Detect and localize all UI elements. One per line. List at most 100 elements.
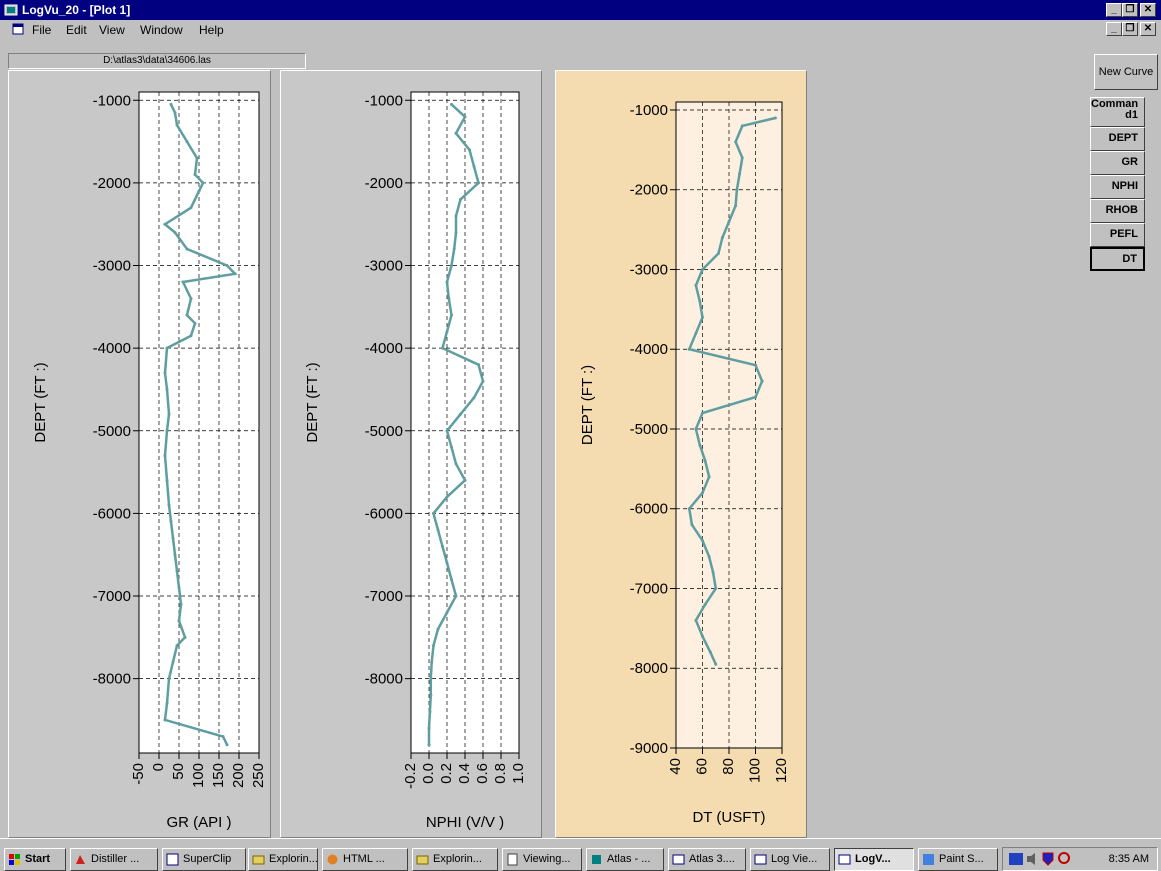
mdi-minimize-button[interactable]: _ xyxy=(1106,22,1122,36)
curve-button-dt[interactable]: DT xyxy=(1090,247,1145,271)
curve-point xyxy=(720,236,724,240)
curve-point xyxy=(445,561,449,565)
menu-help[interactable]: Help xyxy=(199,23,224,37)
task-label: Viewing... xyxy=(523,853,571,865)
tray-icons[interactable] xyxy=(1009,852,1081,866)
curve-point xyxy=(201,181,205,185)
y-tick-label: -3000 xyxy=(93,258,131,275)
title-bar[interactable]: LogVu_20 - [Plot 1] _ ❐ ✕ xyxy=(0,0,1161,20)
dt-chart: 40 60 80 100 120 -1000 -2000 -3000 -4000 -5000 -60… xyxy=(579,101,790,826)
minimize-button[interactable]: _ xyxy=(1106,3,1122,17)
volume-icon xyxy=(1027,853,1035,865)
document-icon xyxy=(507,853,518,866)
curve-point xyxy=(734,204,738,208)
curve-point xyxy=(189,206,193,210)
maximize-button[interactable]: ❐ xyxy=(1122,3,1138,17)
curve-point xyxy=(179,602,183,606)
task-atlas-1[interactable]: Atlas - ... xyxy=(586,848,664,871)
task-exploring-2[interactable]: Explorin... xyxy=(412,848,498,871)
curve-point xyxy=(694,331,698,335)
x-tick-label: 100 xyxy=(190,763,207,788)
curve-point xyxy=(445,330,449,334)
curve-point xyxy=(711,571,715,575)
window-icon xyxy=(754,854,767,865)
x-tick-label: 250 xyxy=(250,763,267,788)
menu-window[interactable]: Window xyxy=(140,23,183,37)
curve-point xyxy=(716,252,720,256)
x-tick-label: -0.2 xyxy=(402,763,419,789)
menu-view[interactable]: View xyxy=(99,23,125,37)
command1-button[interactable]: Comman d1 xyxy=(1090,97,1145,127)
menu-edit[interactable]: Edit xyxy=(66,23,87,37)
x-tick-label: 120 xyxy=(773,758,790,783)
curve-button-gr[interactable]: GR xyxy=(1090,151,1145,175)
menu-file[interactable]: File xyxy=(32,23,52,37)
curve-point xyxy=(165,429,169,433)
start-button[interactable]: Start xyxy=(4,848,66,871)
start-label: Start xyxy=(25,853,51,865)
curve-gr xyxy=(162,103,238,746)
task-label: Distiller ... xyxy=(91,853,140,865)
task-atlas-2[interactable]: Atlas 3.... xyxy=(668,848,746,871)
x-tick-label: 150 xyxy=(210,763,227,788)
mdi-restore-button[interactable]: ❐ xyxy=(1122,22,1138,36)
new-curve-button[interactable]: New Curve xyxy=(1094,54,1158,90)
curve-point xyxy=(773,116,777,120)
curve-button-rhob[interactable]: RHOB xyxy=(1090,199,1145,223)
y-tick-label: -6000 xyxy=(365,505,403,522)
close-button[interactable]: ✕ xyxy=(1140,3,1156,17)
curve-point xyxy=(169,102,173,106)
task-log-viewer[interactable]: Log Vie... xyxy=(750,848,830,871)
curve-point xyxy=(429,677,433,681)
curve-point xyxy=(436,528,440,532)
y-tick-label: -8000 xyxy=(93,671,131,688)
curve-button-nphi[interactable]: NPHI xyxy=(1090,175,1145,199)
x-tick-label: 0.4 xyxy=(456,763,473,784)
y-tick-label: -8000 xyxy=(365,671,403,688)
y-tick-label: -3000 xyxy=(365,258,403,275)
curve-point xyxy=(436,627,440,631)
curve-point xyxy=(707,555,711,559)
curve-point xyxy=(163,371,167,375)
curve-point xyxy=(477,181,480,185)
y-tick-label: -4000 xyxy=(93,340,131,357)
curve-button-pefl[interactable]: PEFL xyxy=(1090,223,1145,247)
y-tick-label: -4000 xyxy=(630,341,668,358)
track-panel-gr[interactable]: -50 0 50 100 150 200 250 -1000 -2000 -3000 -4000 -5… xyxy=(8,70,271,838)
system-tray: 8:35 AM xyxy=(1002,847,1158,871)
curve-point xyxy=(454,462,458,466)
app-icon xyxy=(4,4,18,16)
curve-point xyxy=(233,272,237,276)
curve-point xyxy=(463,115,467,119)
curve-point xyxy=(175,644,179,648)
curve-point xyxy=(714,662,718,666)
track-panel-dt[interactable]: 40 60 80 100 120 -1000 -2000 -3000 -4000 -5000 -60… xyxy=(555,70,807,838)
curve-point xyxy=(698,443,702,447)
curve-point xyxy=(189,334,193,338)
taskbar: Start Distiller ... SuperClip Explorin..… xyxy=(0,838,1161,871)
curve-point xyxy=(185,140,189,144)
task-viewing[interactable]: Viewing... xyxy=(502,848,582,871)
task-superclip[interactable]: SuperClip xyxy=(162,848,246,871)
task-label: Atlas - ... xyxy=(607,853,651,865)
task-paint-shop[interactable]: Paint S... xyxy=(918,848,998,871)
curve-point xyxy=(175,123,179,127)
shield-icon xyxy=(1042,852,1054,866)
x-tick-label: -50 xyxy=(130,763,147,785)
curve-point xyxy=(452,247,456,251)
curve-point xyxy=(687,507,691,511)
curve-point xyxy=(698,299,702,303)
track-panel-nphi[interactable]: -0.2 0.0 0.2 0.4 0.6 0.8 1.0 -1000 -2000 -3000 -40… xyxy=(280,70,542,838)
curve-button-dept[interactable]: DEPT xyxy=(1090,127,1145,151)
task-distiller[interactable]: Distiller ... xyxy=(70,848,158,871)
curve-point xyxy=(701,411,704,415)
mdi-close-button[interactable]: ✕ xyxy=(1140,22,1156,36)
document-icon[interactable] xyxy=(12,23,24,35)
task-html[interactable]: HTML ... xyxy=(322,848,408,871)
curve-point xyxy=(195,156,199,160)
curve-point xyxy=(441,544,444,548)
y-tick-label: -5000 xyxy=(93,423,131,440)
task-exploring-1[interactable]: Explorin... xyxy=(248,848,318,871)
task-logvu[interactable]: LogV... xyxy=(834,848,914,871)
x-axis-label: DT (USFT) xyxy=(692,809,765,826)
